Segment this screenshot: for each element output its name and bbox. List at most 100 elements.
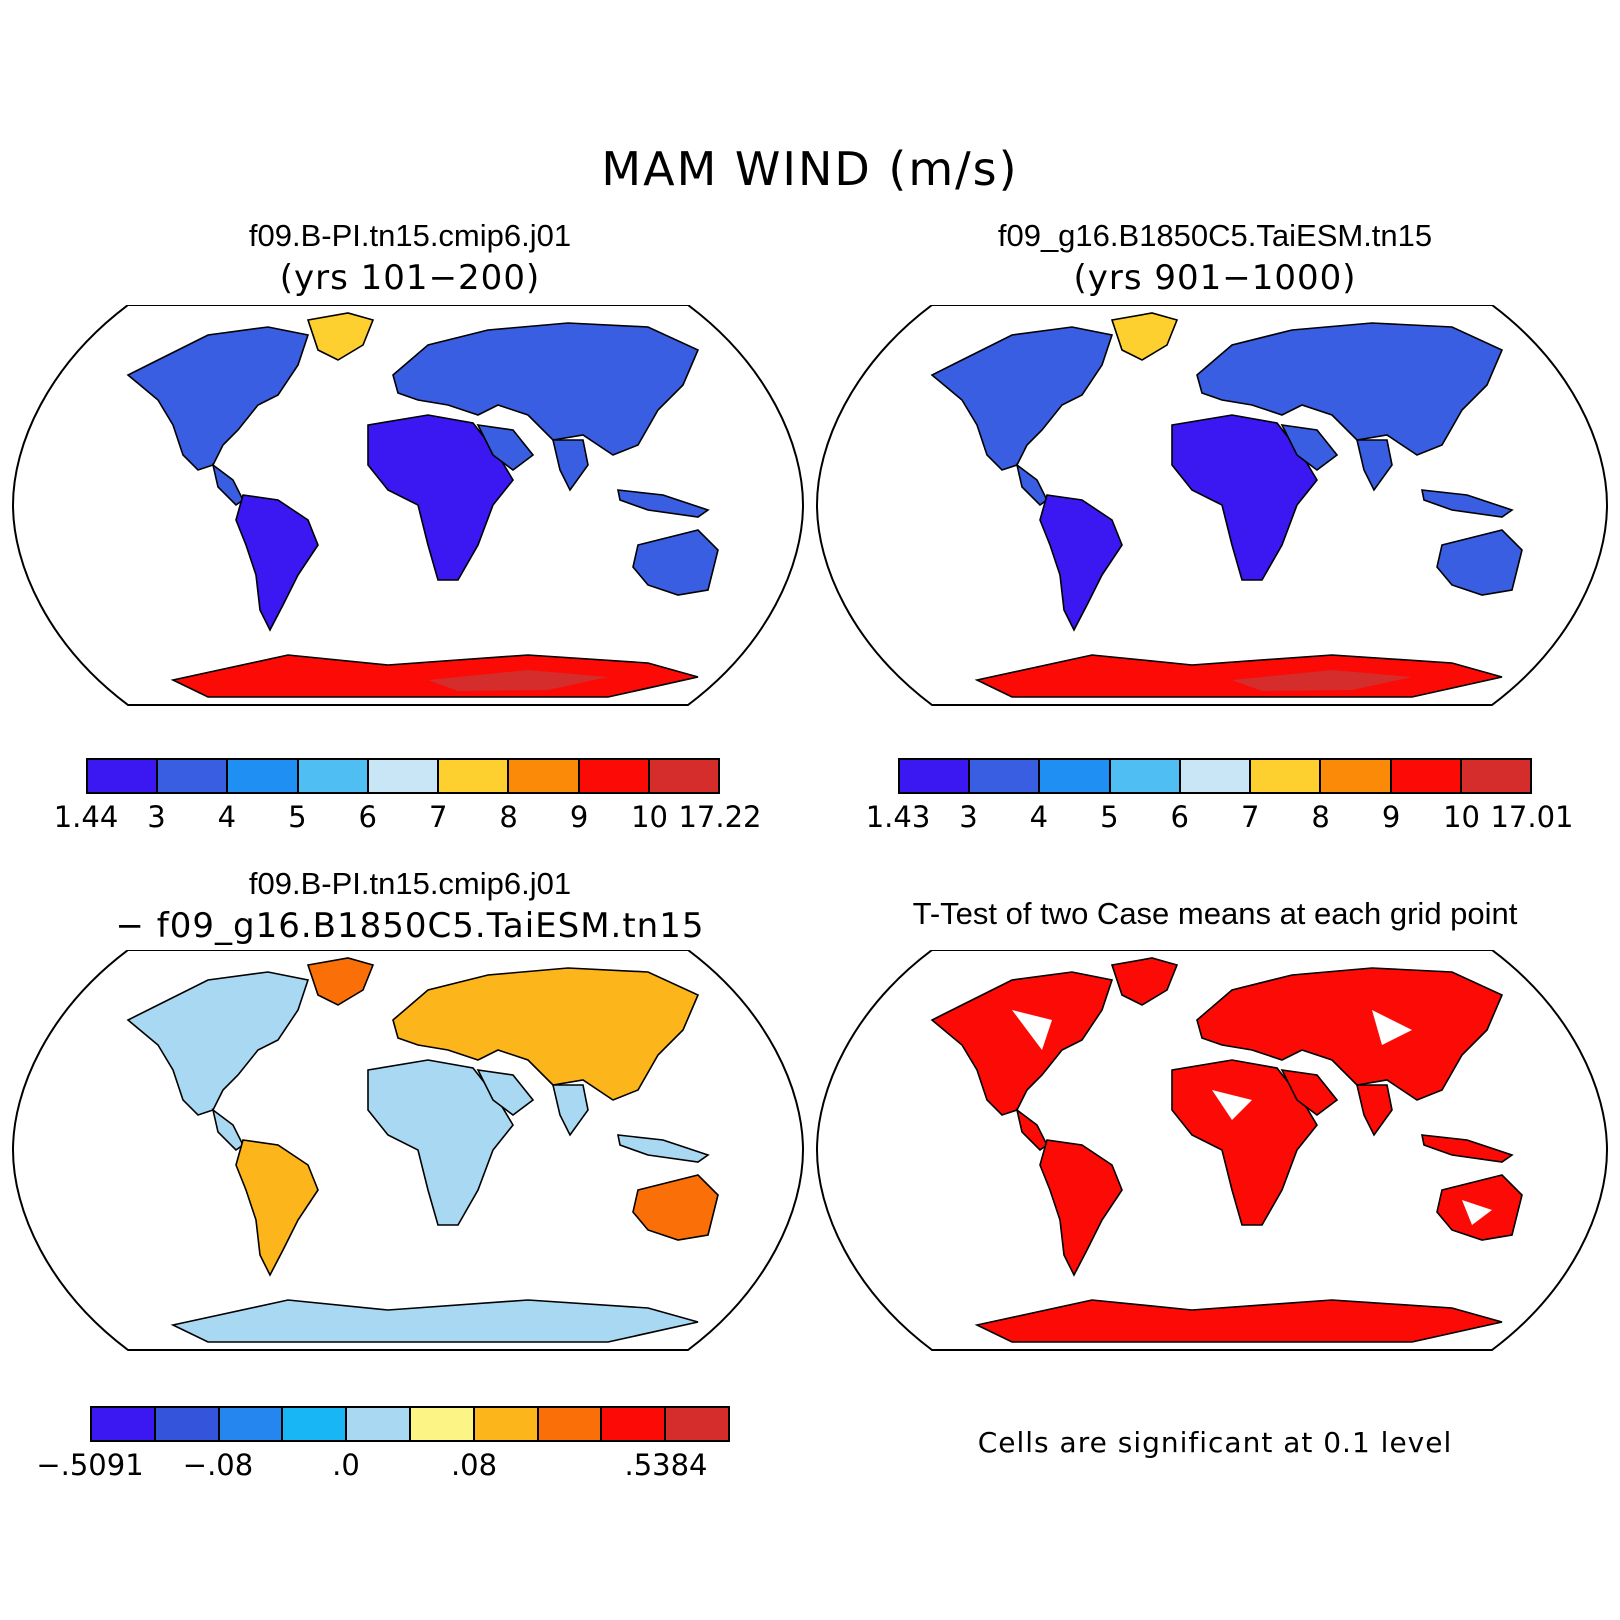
- colorbar-top-left: [86, 758, 720, 794]
- landmass-arabia: [476, 1068, 535, 1116]
- landmass-europe-asia: [392, 967, 700, 1101]
- colorbar-swatch: [538, 1408, 603, 1440]
- landmass-india: [551, 439, 589, 492]
- colorbar-swatch: [1110, 760, 1181, 792]
- colorbar-swatch: [1391, 760, 1462, 792]
- map-bottom-left: [11, 950, 805, 1351]
- landmass-indonesia: [617, 1134, 710, 1163]
- colorbar-bottom-left: [90, 1406, 730, 1442]
- colorbar-swatch: [347, 1408, 411, 1440]
- landmass-north-america: [930, 971, 1114, 1116]
- landmass-arabia: [1280, 1068, 1339, 1116]
- colorbar-tick-label: 9: [1381, 800, 1401, 834]
- landmass-india: [1355, 1084, 1393, 1137]
- colorbar-swatch: [509, 760, 580, 792]
- colorbar-tick-label: 17.22: [678, 800, 762, 834]
- colorbar-swatch: [298, 760, 369, 792]
- landmass-indonesia: [1421, 489, 1514, 518]
- colorbar-swatch: [1040, 760, 1111, 792]
- colorbar-swatch: [410, 1408, 475, 1440]
- colorbar-labels-bottom-left: −.5091 −.08 .0 .08 .5384: [36, 1448, 730, 1484]
- map-top-right: [815, 305, 1609, 706]
- panel-title-top-left: f09.B-PI.tn15.cmip6.j01: [248, 218, 572, 253]
- landmass-australia: [632, 529, 719, 596]
- colorbar-tick-label: 3: [959, 800, 978, 834]
- panel-title-top-right: f09_g16.B1850C5.TaiESM.tn15: [997, 218, 1433, 253]
- panel-subtitle-top-right: (yrs 901−1000): [1073, 258, 1357, 298]
- map-border: [815, 305, 1609, 706]
- panel-title-bottom-left: f09.B-PI.tn15.cmip6.j01: [248, 866, 572, 901]
- landmass-north-america: [126, 326, 310, 471]
- landmass-antarctica: [974, 654, 1503, 698]
- landmass-south-america: [1039, 1139, 1123, 1277]
- landmass-india: [1355, 439, 1393, 492]
- panel-title-bottom-right: T-Test of two Case means at each grid po…: [912, 896, 1518, 931]
- landmass-europe-asia: [1196, 967, 1504, 1101]
- map-border: [11, 305, 805, 706]
- colorbar-tick-label: 1.43: [865, 800, 931, 834]
- landmass-north-america: [930, 326, 1114, 471]
- landmass-greenland: [1110, 957, 1179, 1006]
- landmass-central-america: [211, 463, 245, 507]
- colorbar-swatch: [970, 760, 1041, 792]
- colorbar-swatch: [155, 1408, 220, 1440]
- colorbar-swatch: [158, 760, 229, 792]
- colorbar-swatch: [579, 760, 650, 792]
- landmass-antarctica: [170, 654, 699, 698]
- landmass-indonesia: [1421, 1134, 1514, 1163]
- colorbar-tick-label: 8: [1311, 800, 1330, 834]
- landmass-central-america: [1015, 1108, 1049, 1152]
- colorbar-swatch: [1461, 760, 1530, 792]
- colorbar-swatch: [474, 1408, 539, 1440]
- colorbar-tick-label: 6: [358, 800, 377, 834]
- colorbar-tick-label: 17.01: [1490, 800, 1574, 834]
- colorbar-tick-label: 7: [1240, 800, 1260, 834]
- landmass-africa: [367, 1059, 514, 1226]
- landmass-australia: [1436, 529, 1523, 596]
- colorbar-swatch: [219, 1408, 284, 1440]
- colorbar-swatch: [602, 1408, 667, 1440]
- landmass-antarctica: [974, 1299, 1503, 1343]
- landmass-greenland: [306, 312, 375, 361]
- colorbar-swatch: [92, 1408, 156, 1440]
- colorbar-swatch: [1251, 760, 1322, 792]
- landmass-arabia: [476, 423, 535, 471]
- landmass-north-america: [126, 971, 310, 1116]
- colorbar-swatch: [368, 760, 440, 792]
- landmass-south-america: [235, 494, 319, 632]
- antarctic-band: [428, 670, 608, 691]
- map-bottom-right: [815, 950, 1609, 1351]
- colorbar-swatch: [900, 760, 971, 792]
- landmass-antarctica: [170, 1299, 699, 1343]
- colorbar-labels-top-left: 1.44 3 4 5 6 7 8 9 10 17.22: [54, 800, 762, 836]
- colorbar-tick-label: 5: [288, 800, 307, 834]
- colorbar-tick-label: .08: [450, 1448, 498, 1482]
- panel-subtitle-bottom-left: − f09_g16.B1850C5.TaiESM.tn15: [115, 906, 705, 946]
- landmass-europe-asia: [392, 322, 700, 456]
- landmass-central-america: [1015, 463, 1049, 507]
- colorbar-tick-label: .5384: [624, 1448, 708, 1482]
- colorbar-labels-top-right: 1.43 3 4 5 6 7 8 9 10 17.01: [866, 800, 1574, 836]
- landmass-greenland: [306, 957, 375, 1006]
- colorbar-tick-label: .0: [332, 1448, 360, 1482]
- map-top-left: [11, 305, 805, 706]
- colorbar-swatch: [666, 1408, 728, 1440]
- non-significant-area: [1372, 1010, 1412, 1045]
- landmass-australia: [632, 1174, 719, 1241]
- landmass-europe-asia: [1196, 322, 1504, 456]
- landmass-africa: [1171, 1059, 1318, 1226]
- landmass-indonesia: [617, 489, 710, 518]
- map-border: [815, 950, 1609, 1351]
- landmass-greenland: [1110, 312, 1179, 361]
- colorbar-tick-label: 9: [569, 800, 589, 834]
- colorbar-tick-label: 7: [428, 800, 448, 834]
- colorbar-tick-label: 4: [1029, 800, 1049, 834]
- panel-subtitle-top-left: (yrs 101−200): [279, 258, 541, 298]
- non-significant-area: [1212, 1090, 1252, 1120]
- landmass-south-america: [1039, 494, 1123, 632]
- colorbar-tick-label: −.08: [182, 1448, 254, 1482]
- significance-note: Cells are significant at 0.1 level: [977, 1426, 1453, 1459]
- colorbar-tick-label: −.5091: [36, 1448, 144, 1482]
- colorbar-swatch: [283, 1408, 348, 1440]
- colorbar-swatch: [228, 760, 299, 792]
